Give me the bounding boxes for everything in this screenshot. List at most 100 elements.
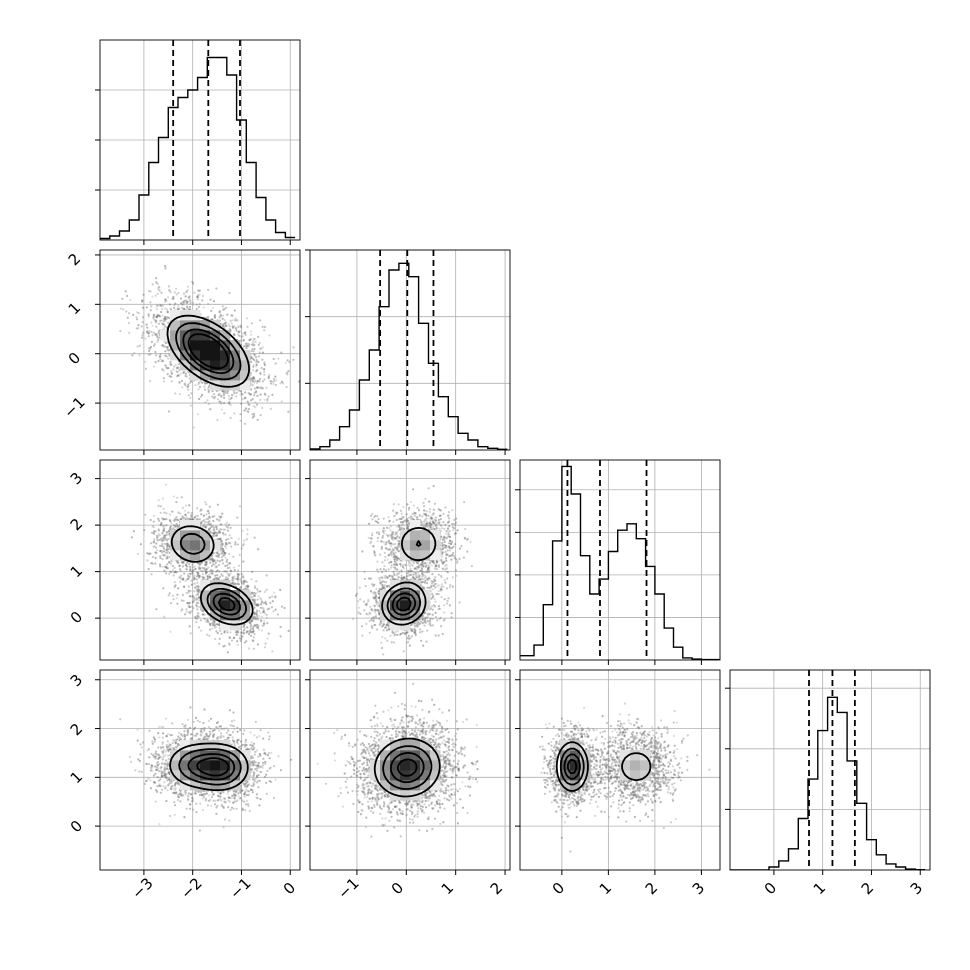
scatter-point	[189, 301, 192, 305]
scatter-point	[452, 767, 455, 771]
scatter-point	[172, 598, 175, 601]
scatter-point	[151, 283, 154, 286]
scatter-point	[158, 544, 161, 548]
scatter-point	[220, 803, 224, 806]
scatter-point	[192, 600, 195, 603]
scatter-point	[251, 627, 255, 630]
scatter-point	[276, 613, 279, 616]
scatter-point	[218, 560, 222, 563]
scatter-point	[216, 727, 219, 730]
scatter-point	[184, 734, 187, 737]
scatter-point	[162, 377, 165, 380]
scatter-point	[218, 642, 221, 645]
density-cell	[410, 550, 421, 561]
scatter-point	[272, 796, 276, 800]
scatter-point	[391, 575, 394, 579]
scatter-point	[375, 531, 379, 534]
scatter-point	[418, 564, 421, 567]
scatter-point	[152, 315, 155, 318]
scatter-point	[434, 611, 437, 615]
scatter-point	[161, 741, 164, 744]
scatter-point	[154, 562, 157, 565]
scatter-point	[160, 310, 163, 314]
scatter-point	[259, 729, 262, 732]
scatter-point	[220, 402, 223, 405]
scatter-point	[399, 812, 402, 815]
scatter-point	[253, 773, 256, 776]
scatter-point	[187, 604, 190, 607]
scatter-point	[205, 562, 208, 566]
scatter-point	[177, 561, 180, 565]
scatter-point	[408, 516, 411, 519]
scatter-point	[413, 567, 416, 570]
scatter-point	[420, 572, 423, 575]
scatter-point	[389, 529, 392, 532]
scatter-point	[134, 769, 137, 772]
scatter-point	[440, 535, 443, 539]
scatter-point	[207, 389, 211, 392]
scatter-point	[197, 383, 200, 386]
scatter-point	[425, 640, 428, 643]
scatter-point	[231, 576, 234, 579]
plot-area	[100, 250, 300, 450]
scatter-point	[250, 746, 253, 750]
scatter-point	[439, 616, 442, 620]
scatter-point	[458, 557, 461, 561]
scatter-point	[201, 299, 204, 302]
scatter-point	[253, 415, 256, 418]
scatter-point	[227, 790, 230, 793]
scatter-point	[413, 629, 416, 632]
scatter-point	[189, 610, 192, 614]
scatter-point	[359, 612, 362, 615]
scatter-point	[199, 395, 202, 398]
scatter-point	[227, 806, 230, 809]
scatter-point	[136, 318, 139, 321]
scatter-point	[158, 563, 162, 566]
scatter-point	[216, 736, 219, 740]
scatter-point	[333, 732, 336, 735]
scatter-point	[159, 565, 162, 568]
density-cell	[170, 320, 181, 331]
scatter-point	[272, 357, 275, 361]
scatter-point	[184, 295, 187, 298]
scatter-point	[355, 771, 358, 774]
scatter-point	[205, 521, 208, 524]
scatter-point	[138, 354, 141, 357]
scatter-point	[262, 611, 265, 614]
scatter-point	[198, 567, 201, 570]
scatter-point	[163, 511, 166, 514]
scatter-point	[180, 794, 183, 797]
scatter-point	[422, 621, 425, 624]
contour-line	[179, 532, 247, 621]
scatter-point	[167, 548, 170, 551]
scatter-point	[220, 552, 223, 555]
scatter-point	[203, 521, 207, 524]
scatter-point	[228, 819, 231, 822]
scatter-point	[190, 583, 194, 586]
scatter-point	[231, 577, 235, 581]
scatter-point	[439, 518, 442, 521]
scatter-point	[385, 575, 388, 578]
scatter-point	[384, 543, 387, 546]
scatter-point	[261, 624, 264, 627]
scatter-point	[400, 569, 403, 572]
scatter-point	[421, 622, 424, 625]
contour-line	[166, 314, 250, 388]
scatter-point	[260, 619, 263, 622]
scatter-point	[443, 544, 446, 547]
scatter-point	[223, 797, 226, 800]
scatter-point	[224, 570, 227, 573]
scatter-point	[145, 763, 148, 766]
scatter-point	[410, 628, 413, 631]
scatter-point	[152, 545, 155, 549]
scatter-point	[215, 534, 219, 537]
scatter-point	[221, 562, 225, 565]
scatter-point	[224, 564, 227, 568]
scatter-point	[253, 604, 256, 607]
scatter-point	[366, 782, 369, 785]
scatter-point	[162, 726, 165, 729]
scatter-point	[402, 523, 405, 527]
scatter-point	[422, 578, 425, 581]
scatter-point	[139, 753, 142, 756]
scatter-point	[411, 635, 414, 638]
